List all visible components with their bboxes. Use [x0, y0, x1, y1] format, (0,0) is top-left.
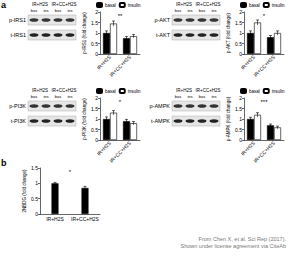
svg-text:IR+H2S: IR+H2S — [176, 2, 192, 7]
svg-text:bas: bas — [175, 8, 181, 13]
svg-text:0.5: 0.5 — [91, 41, 98, 47]
svg-text:IR+H2S: IR+H2S — [239, 53, 256, 70]
svg-text:bas: bas — [175, 94, 181, 99]
svg-text:a: a — [1, 0, 7, 10]
svg-text:1: 1 — [95, 30, 98, 36]
svg-text:IR+H2S: IR+H2S — [239, 139, 256, 156]
svg-text:bas: bas — [55, 8, 61, 13]
svg-text:0: 0 — [95, 137, 98, 143]
svg-text:1: 1 — [35, 180, 38, 186]
svg-text:**: ** — [118, 13, 123, 19]
svg-text:2: 2 — [239, 9, 242, 15]
svg-text:IR+CC+H2S: IR+CC+H2S — [71, 216, 99, 222]
svg-text:IR+CC+H2S: IR+CC+H2S — [51, 2, 76, 7]
svg-text:1: 1 — [95, 116, 98, 122]
svg-text:IR+H2S: IR+H2S — [95, 139, 112, 156]
svg-text:0.5: 0.5 — [235, 127, 242, 133]
svg-text:p-IRS1 (fold change): p-IRS1 (fold change) — [82, 12, 87, 54]
svg-text:bas: bas — [31, 8, 37, 13]
svg-text:0: 0 — [35, 211, 38, 217]
svg-text:t-PI3K: t-PI3K — [11, 118, 27, 124]
svg-text:1.5: 1.5 — [235, 20, 242, 26]
svg-text:*: * — [119, 99, 122, 105]
svg-text:1.5: 1.5 — [235, 106, 242, 112]
svg-text:insulin: insulin — [272, 3, 285, 8]
svg-text:basal: basal — [105, 89, 116, 94]
svg-text:0.5: 0.5 — [31, 196, 38, 202]
svg-text:0.5: 0.5 — [91, 127, 98, 133]
svg-text:IR+CC+H2S: IR+CC+H2S — [108, 139, 132, 163]
svg-text:p-IRS1: p-IRS1 — [9, 17, 26, 23]
svg-text:0: 0 — [239, 137, 242, 143]
svg-text:ins: ins — [211, 8, 216, 13]
svg-text:IR+H2S: IR+H2S — [95, 53, 112, 70]
svg-text:t-AKT: t-AKT — [156, 32, 171, 38]
svg-text:bas: bas — [199, 8, 205, 13]
svg-text:t-AMPK: t-AMPK — [151, 118, 170, 124]
svg-text:insulin: insulin — [128, 89, 141, 94]
svg-text:IR+H2S: IR+H2S — [32, 2, 48, 7]
svg-text:2: 2 — [95, 95, 98, 101]
svg-text:*: * — [69, 169, 72, 175]
svg-text:bas: bas — [55, 94, 61, 99]
svg-text:ins: ins — [43, 8, 48, 13]
svg-text:bas: bas — [31, 94, 37, 99]
svg-text:ins: ins — [67, 8, 72, 13]
svg-text:p-PI3K (fold change): p-PI3K (fold change) — [82, 98, 87, 140]
svg-text:ins: ins — [43, 94, 48, 99]
svg-text:From Chen X, et al. Sci Rep (2: From Chen X, et al. Sci Rep (2017). — [199, 236, 287, 242]
svg-text:2: 2 — [239, 95, 242, 101]
svg-text:basal: basal — [249, 89, 260, 94]
svg-text:IR+CC+H2S: IR+CC+H2S — [195, 2, 220, 7]
svg-text:ins: ins — [187, 8, 192, 13]
svg-text:basal: basal — [249, 3, 260, 8]
svg-text:1: 1 — [239, 30, 242, 36]
svg-text:***: *** — [260, 99, 268, 105]
svg-text:p-AKT (fold change): p-AKT (fold change) — [226, 12, 231, 53]
svg-text:IR+CC+H2S: IR+CC+H2S — [195, 88, 220, 93]
svg-text:IR+CC+H2S: IR+CC+H2S — [252, 53, 276, 77]
svg-text:IR+CC+H2S: IR+CC+H2S — [51, 88, 76, 93]
svg-text:2: 2 — [95, 9, 98, 15]
svg-text:b: b — [1, 158, 7, 168]
svg-text:Shown under license agreement: Shown under license agreement via CiteAb — [181, 243, 286, 249]
svg-text:insulin: insulin — [128, 3, 141, 8]
svg-text:ins: ins — [211, 94, 216, 99]
svg-text:1: 1 — [239, 116, 242, 122]
svg-text:bas: bas — [199, 94, 205, 99]
svg-text:*: * — [263, 13, 266, 19]
svg-text:p-AMPK (fold change): p-AMPK (fold change) — [226, 96, 231, 141]
svg-text:0: 0 — [95, 51, 98, 57]
svg-text:IR+H2S: IR+H2S — [32, 88, 48, 93]
svg-text:0: 0 — [239, 51, 242, 57]
svg-text:1.5: 1.5 — [31, 165, 38, 171]
svg-text:0.5: 0.5 — [235, 41, 242, 47]
svg-text:t-IRS1: t-IRS1 — [10, 32, 26, 38]
svg-text:1.5: 1.5 — [91, 106, 98, 112]
svg-text:IR+H2S: IR+H2S — [176, 88, 192, 93]
svg-text:ins: ins — [67, 94, 72, 99]
svg-text:p-PI3K: p-PI3K — [9, 103, 26, 109]
svg-text:p-AKT: p-AKT — [154, 17, 170, 23]
svg-text:2NBDG (fold change): 2NBDG (fold change) — [22, 169, 27, 213]
svg-text:IR+CC+H2S: IR+CC+H2S — [108, 53, 132, 77]
svg-text:insulin: insulin — [272, 89, 285, 94]
svg-text:IR+CC+H2S: IR+CC+H2S — [252, 139, 276, 163]
svg-text:1.5: 1.5 — [91, 20, 98, 26]
svg-text:IR+H2S: IR+H2S — [46, 216, 64, 222]
svg-text:p-AMPK: p-AMPK — [150, 103, 171, 109]
svg-text:basal: basal — [105, 3, 116, 8]
svg-text:ins: ins — [187, 94, 192, 99]
